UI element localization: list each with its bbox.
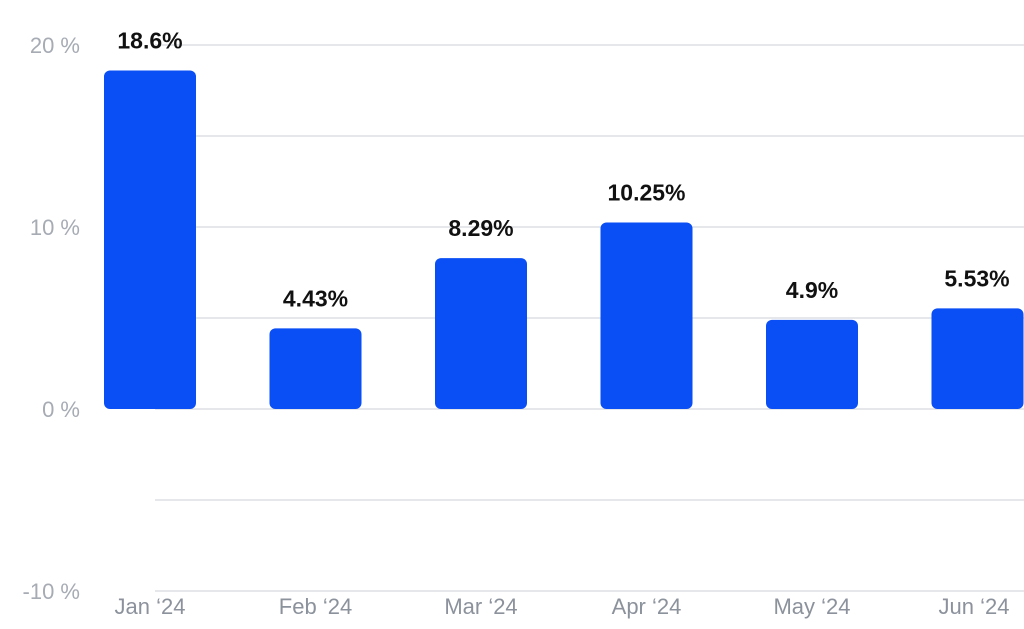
bar xyxy=(435,258,527,409)
data-label: 10.25% xyxy=(607,179,685,205)
bar xyxy=(766,319,858,409)
data-label: 8.29% xyxy=(448,215,513,241)
gridlines xyxy=(155,44,1024,592)
x-tick-label: Jan ‘24 xyxy=(115,594,186,619)
bars xyxy=(104,70,1024,409)
y-tick-label: -10 % xyxy=(23,579,80,604)
x-axis-ticks: Jan ‘24 Feb ‘24 Mar ‘24 Apr ‘24 May ‘24 Jun ‘… xyxy=(115,594,1010,619)
y-axis-ticks: 20 % 10 % 0 % -10 % xyxy=(23,33,80,604)
data-label: 18.6% xyxy=(117,27,182,53)
data-label: 5.53% xyxy=(944,265,1009,291)
bar xyxy=(269,328,362,409)
bar xyxy=(931,308,1024,409)
data-label: 4.43% xyxy=(283,285,348,311)
x-tick-label: Apr ‘24 xyxy=(612,594,682,619)
data-labels: 18.6% 4.43% 8.29% 10.25% 4.9% 5.53% xyxy=(117,27,1009,311)
x-tick-label: Feb ‘24 xyxy=(279,594,352,619)
x-tick-label: Jun ‘24 xyxy=(939,594,1010,619)
y-tick-label: 0 % xyxy=(42,397,80,422)
x-tick-label: May ‘24 xyxy=(773,594,850,619)
data-label: 4.9% xyxy=(786,277,838,303)
x-tick-label: Mar ‘24 xyxy=(444,594,517,619)
y-tick-label: 20 % xyxy=(30,33,80,58)
y-tick-label: 10 % xyxy=(30,215,80,240)
bar xyxy=(600,222,693,409)
bar xyxy=(104,70,196,409)
